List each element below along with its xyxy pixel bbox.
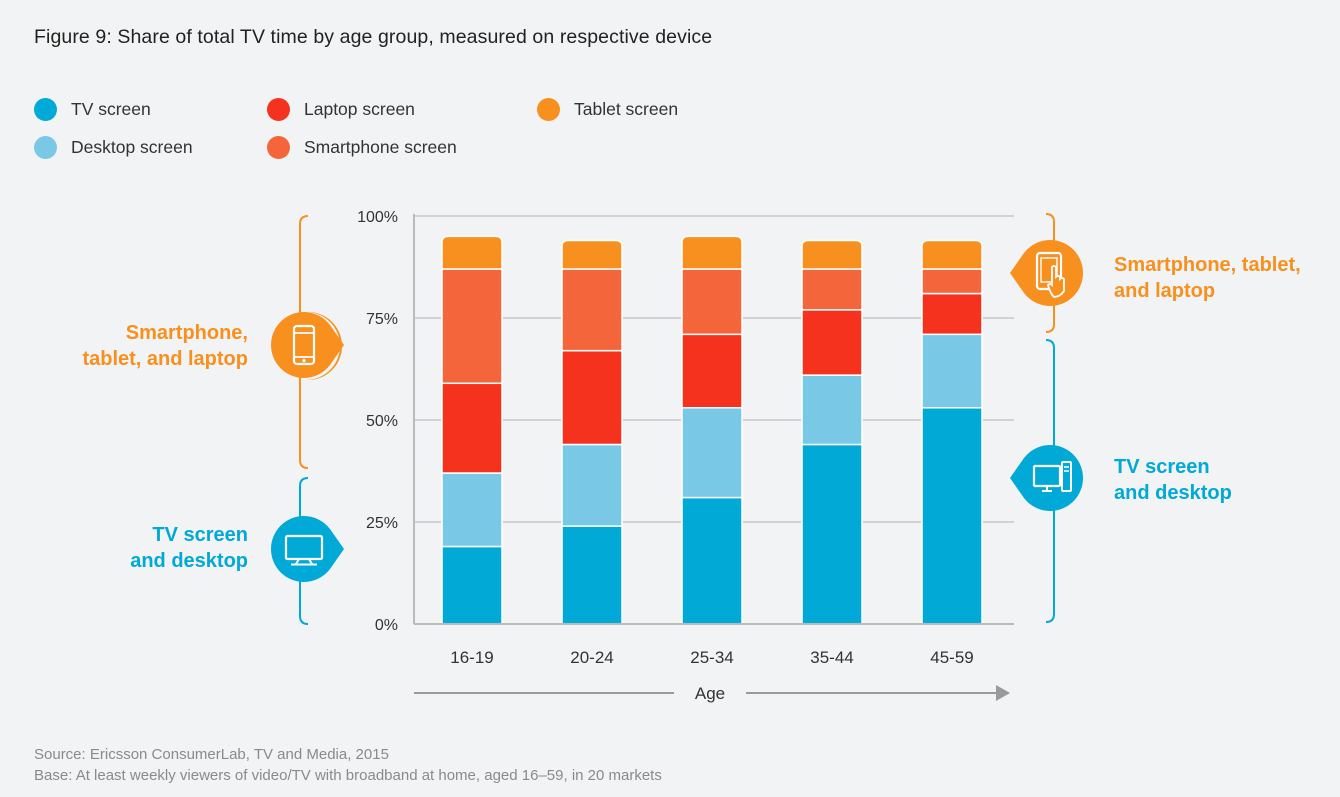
chart-title: Figure 9: Share of total TV time by age … [34, 26, 713, 48]
legend-label: Smartphone screen [304, 137, 457, 157]
source-note: Source: Ericsson ConsumerLab, TV and Med… [34, 744, 662, 786]
bar-segment-smartphone-screen-16-19 [441, 268, 503, 385]
bar-segment-smartphone-screen-25-34 [681, 268, 743, 336]
left-bottom-label-line2: and desktop [130, 550, 248, 572]
legend-swatch [537, 98, 560, 121]
axis-layer: Age 0% 25% 50% 75% 100% 16-19 20-24 25-34 35-44 4… [357, 209, 1014, 703]
x-tick-label: 20-24 [570, 648, 613, 667]
x-tick-label: 45-59 [930, 648, 973, 667]
legend-label: TV screen [71, 99, 151, 119]
legend-label: Tablet screen [574, 99, 679, 119]
legend-item-tablet-screen: Tablet screen [537, 98, 678, 121]
y-tick-label: 100% [357, 209, 398, 226]
legend-label: Desktop screen [71, 137, 193, 157]
right-top-label: Smartphone, tablet, and laptop [1114, 252, 1301, 304]
bar-segment-tv-screen-20-24 [561, 525, 623, 625]
bar-segment-desktop-screen-45-59 [921, 333, 983, 409]
left-bottom-label: TV screen and desktop [130, 522, 248, 574]
x-tick-label: 25-34 [690, 648, 733, 667]
desktop-computer-icon [1010, 445, 1083, 511]
bar-segment-laptop-screen-16-19 [441, 382, 503, 474]
y-tick-label: 75% [366, 311, 398, 328]
smartphone-icon [271, 312, 344, 378]
bar-segment-tablet-screen-25-34 [681, 235, 743, 270]
tv-screen-icon [271, 516, 344, 582]
legend-swatch [34, 98, 57, 121]
bar-segment-tablet-screen-16-19 [441, 235, 503, 270]
x-tick-label: 35-44 [810, 648, 853, 667]
bar-segment-laptop-screen-20-24 [561, 349, 623, 446]
bar-segment-laptop-screen-35-44 [801, 309, 863, 376]
y-tick-label: 25% [366, 515, 398, 532]
left-top-label: Smartphone, tablet, and laptop [82, 320, 248, 372]
left-top-label-line2: tablet, and laptop [82, 348, 248, 370]
right-bottom-label-line2: and desktop [1114, 482, 1232, 504]
left-bottom-label-line1: TV screen [152, 524, 248, 546]
bar-segment-tv-screen-35-44 [801, 443, 863, 625]
x-tick-label: 16-19 [450, 648, 493, 667]
bar-segment-desktop-screen-25-34 [681, 407, 743, 499]
x-axis-label: Age [695, 684, 725, 703]
bar-segment-tv-screen-16-19 [441, 545, 503, 625]
legend-item-smartphone-screen: Smartphone screen [267, 136, 457, 159]
y-tick-label: 0% [375, 617, 398, 634]
bar-segment-smartphone-screen-45-59 [921, 268, 983, 295]
legend-item-tv-screen: TV screen [34, 98, 151, 121]
right-top-label-line2: and laptop [1114, 280, 1216, 302]
bar-segment-laptop-screen-45-59 [921, 292, 983, 336]
tablet-touch-icon [1010, 240, 1083, 306]
bar-segment-desktop-screen-16-19 [441, 472, 503, 548]
bar-segment-smartphone-screen-35-44 [801, 268, 863, 311]
age-arrow-head [996, 685, 1010, 701]
left-top-label-line1: Smartphone, [125, 322, 248, 344]
right-top-label-line1: Smartphone, tablet, [1114, 254, 1301, 276]
bar-segment-laptop-screen-25-34 [681, 333, 743, 409]
legend-swatch [267, 98, 290, 121]
bar-segment-tablet-screen-45-59 [921, 239, 983, 270]
bar-segment-tv-screen-25-34 [681, 496, 743, 625]
legend-swatch [34, 136, 57, 159]
legend-item-desktop-screen: Desktop screen [34, 136, 193, 159]
bar-segment-desktop-screen-20-24 [561, 443, 623, 527]
bar-segment-desktop-screen-35-44 [801, 374, 863, 446]
right-bottom-label: TV screen and desktop [1114, 454, 1232, 506]
base-line: Base: At least weekly viewers of video/T… [34, 767, 662, 784]
legend-swatch [267, 136, 290, 159]
y-tick-label: 50% [366, 413, 398, 430]
bar-segment-tv-screen-45-59 [921, 407, 983, 625]
bar-segment-tablet-screen-20-24 [561, 239, 623, 270]
bar-segment-tablet-screen-35-44 [801, 239, 863, 270]
right-bottom-label-line1: TV screen [1114, 456, 1210, 478]
source-line: Source: Ericsson ConsumerLab, TV and Med… [34, 746, 389, 763]
legend-item-laptop-screen: Laptop screen [267, 98, 415, 121]
bar-layer [441, 235, 983, 625]
legend-label: Laptop screen [304, 99, 415, 119]
bar-segment-smartphone-screen-20-24 [561, 268, 623, 352]
